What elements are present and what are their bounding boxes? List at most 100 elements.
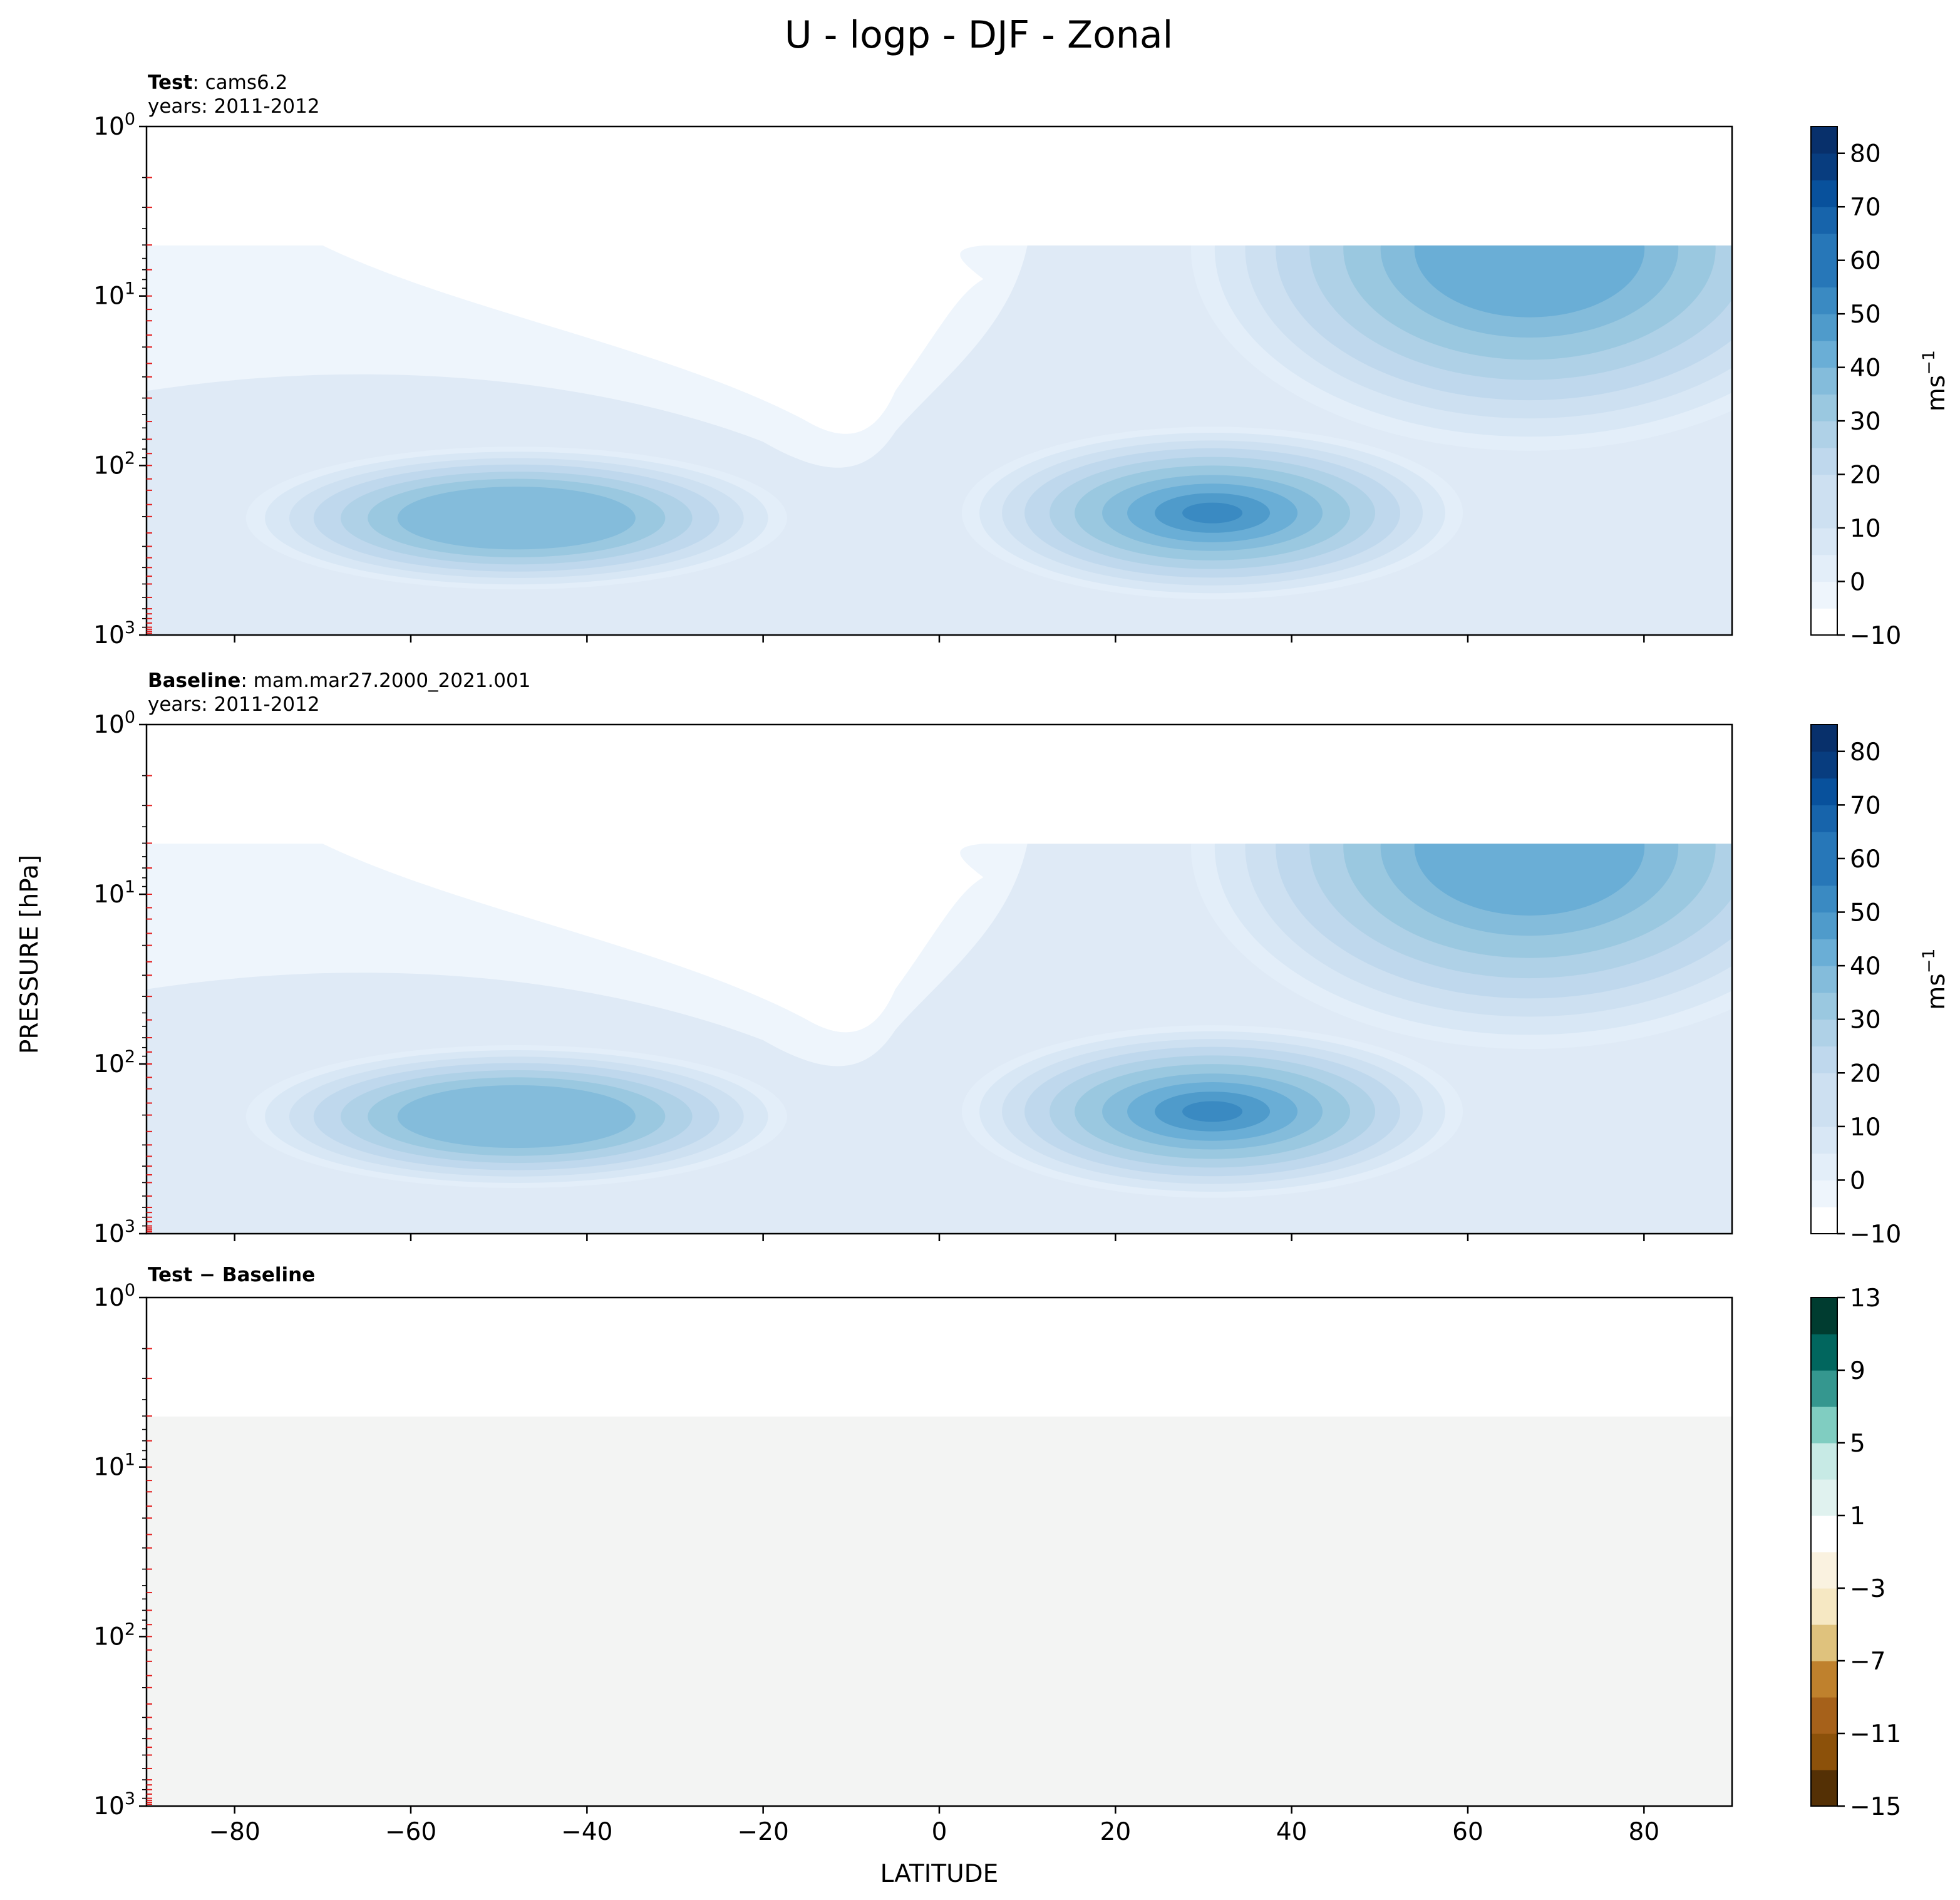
x-tick-label: 0 <box>932 1818 947 1846</box>
colorbar-band <box>1811 581 1837 609</box>
colorbar-band <box>1811 1661 1837 1698</box>
jet-contour-level <box>397 487 636 550</box>
colorbar-band <box>1811 1479 1837 1516</box>
colorbar-band <box>1811 1407 1837 1443</box>
easterly-region <box>322 844 984 1033</box>
colorbar-tick-label: 40 <box>1850 953 1881 981</box>
colorbar-tick-label: −10 <box>1850 622 1901 650</box>
colorbar-tick-label: 70 <box>1850 792 1881 820</box>
colorbar-tick-label: −7 <box>1850 1648 1886 1676</box>
y-axis-label: PRESSURE [hPa] <box>16 855 44 1054</box>
colorbar-band <box>1811 1073 1837 1100</box>
y-tick-label: 102 <box>93 448 135 480</box>
colorbar-tick-label: 60 <box>1850 247 1881 276</box>
y-tick-exponent: 3 <box>125 1217 135 1236</box>
colorbar-tick-label: 30 <box>1850 408 1881 436</box>
x-tick-label: −40 <box>561 1818 612 1846</box>
panel-label-bold: Test − Baseline <box>148 1264 315 1286</box>
colorbar-tick-label: −15 <box>1850 1793 1901 1821</box>
jet-contour-level <box>397 1085 636 1149</box>
colorbar-band <box>1811 1046 1837 1073</box>
colorbar-band <box>1811 1207 1837 1234</box>
colorbar-band <box>1811 1697 1837 1734</box>
panel-label-bold: Test <box>148 71 193 94</box>
colorbar-band <box>1811 394 1837 421</box>
colorbar-band <box>1811 207 1837 234</box>
y-tick-exponent: 2 <box>125 1619 135 1639</box>
colorbar-unit-label: ms−1 <box>1919 350 1951 411</box>
colorbar-tick-label: 9 <box>1850 1357 1865 1385</box>
colorbar-tick-label: 20 <box>1850 462 1881 490</box>
colorbar-band <box>1811 260 1837 288</box>
colorbar-band <box>1811 1624 1837 1661</box>
colorbar-band <box>1811 314 1837 341</box>
colorbar-band <box>1811 1770 1837 1807</box>
colorbar-band <box>1811 1733 1837 1770</box>
panel-years: years: 2011-2012 <box>148 693 320 716</box>
colorbar-band <box>1811 367 1837 395</box>
colorbar-tick-label: 30 <box>1850 1006 1881 1035</box>
panel-label-text: : mam.mar27.2000_2021.001 <box>240 669 530 692</box>
colorbar-band <box>1811 1298 1837 1335</box>
figure-title: U - logp - DJF - Zonal <box>785 13 1173 57</box>
colorbar-tick-label: 60 <box>1850 845 1881 874</box>
colorbar-tick-label: −3 <box>1850 1575 1886 1603</box>
colorbar-tick-label: 5 <box>1850 1430 1865 1458</box>
y-tick-label: 102 <box>93 1047 135 1078</box>
x-tick-label: −20 <box>738 1818 789 1846</box>
colorbar-band <box>1811 751 1837 779</box>
colorbar-tick-label: 40 <box>1850 354 1881 383</box>
colorbar-band <box>1811 832 1837 859</box>
colorbar-band <box>1811 1552 1837 1589</box>
y-tick-label: 103 <box>93 1789 135 1820</box>
panel-label: Test − Baseline <box>148 1264 315 1286</box>
panel-label-text: : cams6.2 <box>192 71 287 94</box>
x-tick-label: 20 <box>1100 1818 1132 1846</box>
colorbar-band <box>1811 501 1837 529</box>
y-tick-exponent: 0 <box>125 708 135 727</box>
colorbar-tick-label: 80 <box>1850 738 1881 767</box>
colorbar-band <box>1811 912 1837 939</box>
colorbar-band <box>1811 554 1837 582</box>
easterly-region <box>322 245 984 434</box>
colorbar-band <box>1811 340 1837 368</box>
y-tick-label: 101 <box>93 1450 135 1482</box>
colorbar-band <box>1811 126 1837 154</box>
y-tick-exponent: 2 <box>125 1047 135 1066</box>
colorbar-band <box>1811 1180 1837 1207</box>
x-tick-label: 60 <box>1452 1818 1483 1846</box>
colorbar-band <box>1811 287 1837 314</box>
colorbar-tick-label: −11 <box>1850 1720 1901 1748</box>
colorbar-band <box>1811 885 1837 913</box>
panel-label: Baseline: mam.mar27.2000_2021.001 <box>148 669 530 692</box>
panel-2: Baseline: mam.mar27.2000_2021.001years: … <box>93 669 1951 1249</box>
colorbar-tick-label: 20 <box>1850 1060 1881 1088</box>
colorbar-band <box>1811 1334 1837 1371</box>
x-axis-label: LATITUDE <box>880 1860 999 1888</box>
colorbar-band <box>1811 233 1837 261</box>
colorbar-tick-label: 0 <box>1850 569 1865 597</box>
colorbar-tick-label: 80 <box>1850 140 1881 168</box>
difference-field <box>147 1417 1732 1806</box>
colorbar-tick-label: 10 <box>1850 1113 1881 1142</box>
y-tick-label: 100 <box>93 1281 135 1312</box>
colorbar-band <box>1811 1588 1837 1625</box>
colorbar-band <box>1811 858 1837 886</box>
colorbar-band <box>1811 153 1837 181</box>
colorbar-band <box>1811 939 1837 966</box>
colorbar-band <box>1811 528 1837 555</box>
colorbar-band <box>1811 474 1837 502</box>
colorbar-tick-label: 50 <box>1850 301 1881 329</box>
no-data-region <box>147 126 1732 246</box>
y-tick-exponent: 1 <box>125 877 135 897</box>
y-tick-exponent: 3 <box>125 1789 135 1809</box>
y-tick-exponent: 1 <box>125 1450 135 1470</box>
x-tick-label: −80 <box>209 1818 260 1846</box>
jet-contour-level <box>1182 502 1243 524</box>
x-tick-label: −60 <box>385 1818 436 1846</box>
y-tick-label: 101 <box>93 279 135 311</box>
y-tick-exponent: 0 <box>125 110 135 129</box>
colorbar-band <box>1811 725 1837 752</box>
colorbar-frame <box>1810 724 1838 1234</box>
colorbar-band <box>1811 778 1837 805</box>
